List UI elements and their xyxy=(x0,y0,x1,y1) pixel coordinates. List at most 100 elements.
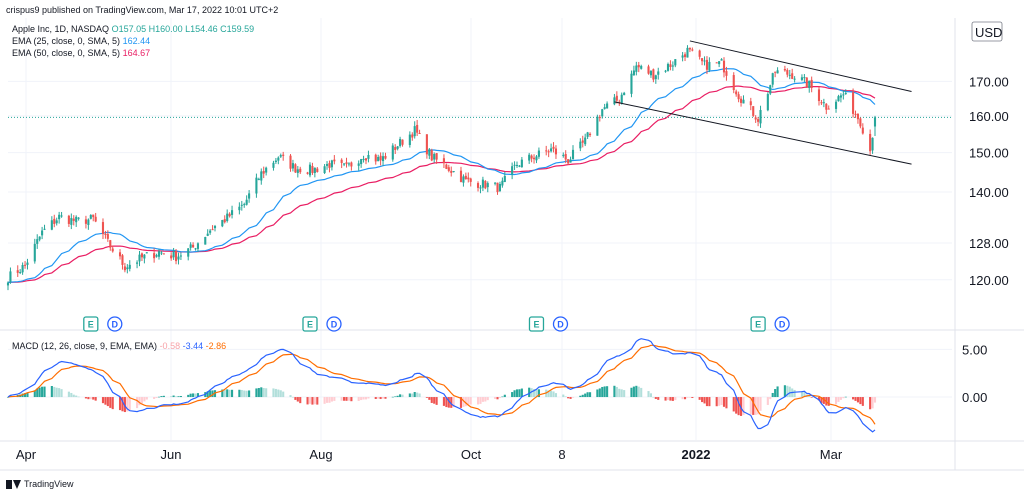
candle-body xyxy=(84,219,87,224)
candle-body xyxy=(226,213,229,221)
macd-hist-bar xyxy=(311,397,314,405)
macd-hist-bar xyxy=(196,393,200,398)
candle-body xyxy=(839,95,842,98)
candle-body xyxy=(170,255,173,259)
candle-body xyxy=(783,68,786,71)
candle-body xyxy=(479,187,482,189)
macd-hist-bar xyxy=(674,397,677,401)
candle-body xyxy=(231,210,234,215)
candle-body xyxy=(601,109,604,117)
macd-hist-bar xyxy=(708,397,711,407)
candle-body xyxy=(72,218,75,221)
dividend-marker-circle xyxy=(107,316,123,332)
candle-body xyxy=(245,199,248,205)
macd-legend: MACD (12, 26, close, 9, EMA, EMA) -0.58 … xyxy=(12,340,226,352)
macd-hist-bar xyxy=(856,397,860,403)
candle-body xyxy=(16,270,19,273)
macd-signal-value: -2.86 xyxy=(205,341,227,351)
macd-hist-bar xyxy=(511,392,514,398)
macd-hist-bar xyxy=(396,395,399,398)
macd-hist-bar xyxy=(433,397,436,404)
macd-hist-bar xyxy=(126,397,129,412)
candle-body xyxy=(520,159,523,168)
candle-body xyxy=(379,155,382,161)
candle-body xyxy=(720,59,723,61)
candle-body xyxy=(260,171,263,181)
macd-hist-bar xyxy=(23,393,27,398)
currency-box xyxy=(971,21,1003,42)
price-tick-label: 120.00 xyxy=(969,273,1009,288)
macd-hist-bar xyxy=(123,397,126,413)
candle-body xyxy=(447,167,450,171)
time-tick-label: Apr xyxy=(16,447,37,462)
macd-hist-bar xyxy=(722,397,726,407)
macd-hist-bar xyxy=(803,391,806,398)
candle-body xyxy=(121,255,124,265)
candle-body xyxy=(36,239,39,244)
candle-body xyxy=(9,271,12,282)
macd-hist-bar xyxy=(399,394,402,398)
macd-hist-bar xyxy=(452,397,455,408)
macd-hist-bar xyxy=(589,392,592,398)
macd-hist-bar xyxy=(715,397,718,407)
macd-hist-bar xyxy=(364,397,368,400)
candle-body xyxy=(703,60,706,62)
candle-body xyxy=(873,117,877,127)
macd-hist-bar xyxy=(67,391,70,398)
candle-body xyxy=(262,170,265,174)
macd-hist-bar xyxy=(277,389,280,398)
macd-hist-bar xyxy=(72,394,75,398)
macd-hist-bar xyxy=(852,397,855,400)
earnings-marker-box xyxy=(528,316,545,332)
macd-hist-bar xyxy=(187,394,190,398)
macd-hist-bar xyxy=(739,397,743,416)
candle-body xyxy=(38,236,41,240)
candle-body xyxy=(101,222,105,235)
macd-hist-bar xyxy=(681,397,684,400)
candle-body xyxy=(691,49,694,51)
macd-hist-bar xyxy=(720,397,723,405)
macd-hist-bar xyxy=(737,397,740,416)
macd-hist-bar xyxy=(33,390,36,398)
candle-body xyxy=(817,89,821,102)
ema25-value: 162.44 xyxy=(122,36,151,46)
macd-hist-bar xyxy=(340,397,343,401)
currency-label[interactable]: USD xyxy=(975,25,1002,40)
macd-hist-bar xyxy=(776,386,779,398)
footer-brand[interactable]: TradingView xyxy=(6,479,74,489)
candle-body xyxy=(209,230,212,233)
candle-body xyxy=(104,233,107,235)
macd-hist-bar xyxy=(476,397,480,405)
macd-label: MACD (12, 26, close, 9, EMA, EMA) xyxy=(12,341,158,351)
macd-hist-bar xyxy=(447,397,450,408)
candle-body xyxy=(196,243,200,249)
candle-body xyxy=(871,137,874,151)
candle-body xyxy=(842,94,845,96)
candle-body xyxy=(340,159,343,163)
macd-hist-bar xyxy=(157,396,161,398)
macd-hist-bar xyxy=(581,394,584,398)
footer-label: TradingView xyxy=(24,479,74,489)
candle-body xyxy=(145,252,148,254)
macd-hist-bar xyxy=(554,393,558,398)
macd-hist-bar xyxy=(701,397,704,403)
candle-body xyxy=(769,85,772,94)
candle-body xyxy=(228,213,231,217)
macd-hist-bar xyxy=(810,397,813,398)
candle-body xyxy=(732,75,735,91)
macd-hist-bar xyxy=(498,397,502,399)
macd-hist-bar xyxy=(228,389,231,398)
macd-hist-bar xyxy=(771,392,774,398)
candle-body xyxy=(630,73,633,94)
candle-body xyxy=(194,248,197,250)
candle-body xyxy=(347,163,351,165)
macd-hist-bar xyxy=(647,391,650,398)
macd-hist-bar xyxy=(265,388,268,398)
macd-hist-bar xyxy=(221,389,224,398)
candle-body xyxy=(391,145,394,160)
candle-body xyxy=(623,92,626,96)
macd-hist-bar xyxy=(808,395,811,398)
macd-hist-bar xyxy=(567,397,570,399)
